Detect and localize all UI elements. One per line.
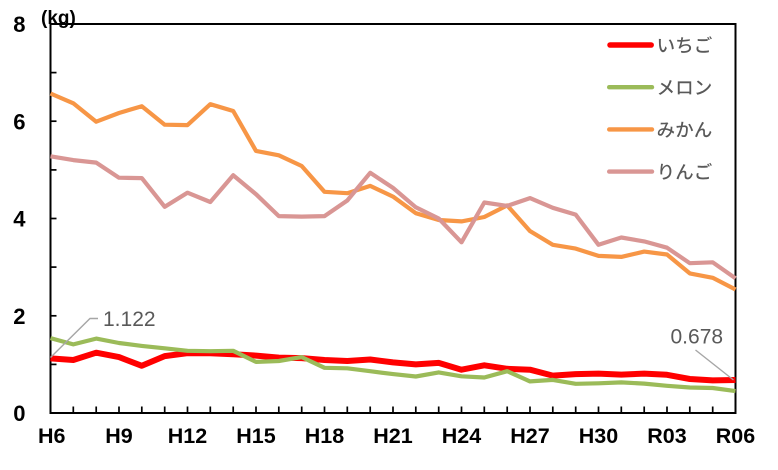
svg-text:4: 4 (13, 207, 26, 232)
svg-text:0.678: 0.678 (671, 326, 724, 349)
svg-text:8: 8 (13, 12, 25, 37)
svg-text:H12: H12 (168, 424, 207, 448)
svg-text:6: 6 (13, 109, 25, 134)
svg-text:H24: H24 (442, 424, 481, 448)
svg-text:0: 0 (13, 401, 25, 426)
svg-text:H27: H27 (510, 424, 549, 448)
svg-text:H30: H30 (579, 424, 618, 448)
svg-text:H18: H18 (305, 424, 344, 448)
svg-text:(kg): (kg) (41, 8, 76, 29)
svg-text:1.122: 1.122 (103, 308, 156, 331)
svg-text:H6: H6 (38, 424, 66, 448)
svg-text:2: 2 (13, 304, 25, 329)
svg-text:H15: H15 (236, 424, 275, 448)
svg-text:R06: R06 (716, 424, 755, 448)
svg-text:R03: R03 (647, 424, 686, 448)
svg-text:H21: H21 (373, 424, 412, 448)
svg-text:H9: H9 (105, 424, 133, 448)
